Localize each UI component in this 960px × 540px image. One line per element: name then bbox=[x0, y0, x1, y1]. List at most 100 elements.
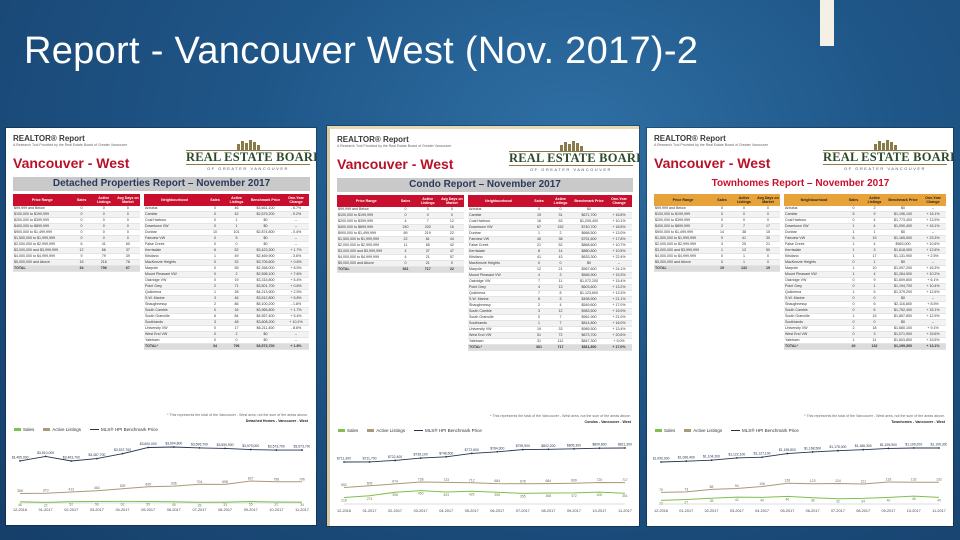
table-cell: $1,500,000 to $1,999,999 bbox=[654, 235, 712, 242]
table-cell: -- bbox=[606, 260, 632, 267]
table-row: Cambie 5 9 $1,196,100 + 16.1% bbox=[784, 211, 946, 218]
table-cell: $0 bbox=[248, 241, 283, 248]
detached-report-page: REALTOR® Report A Research Tool Provided … bbox=[6, 128, 316, 525]
benchmark-price-point bbox=[786, 452, 789, 455]
table-cell: 1 bbox=[844, 253, 863, 260]
table-cell: University VW bbox=[144, 325, 205, 332]
table-cell: - 1.8% bbox=[283, 301, 309, 308]
table-cell: Point Grey bbox=[144, 283, 205, 290]
table-cell: 0 bbox=[415, 207, 440, 213]
table-cell: 717 bbox=[549, 344, 572, 351]
table-cell: 15 bbox=[71, 259, 92, 266]
column-header: Benchmark Price bbox=[248, 194, 283, 206]
table-cell: 1 bbox=[863, 259, 886, 266]
table-cell: 0 bbox=[756, 253, 780, 260]
neighbourhood-table: Neighbourhood Sales Active Listings Benchma… bbox=[468, 195, 632, 351]
benchmark-price-point bbox=[710, 459, 713, 462]
table-cell: + 17.0% bbox=[606, 302, 632, 309]
table-cell: 76 bbox=[115, 259, 140, 266]
table-cell: 4 bbox=[863, 271, 886, 278]
table-row: S.W. Marine 6 3 $498,900 + 21.1% bbox=[468, 296, 632, 303]
table-cell: 40 bbox=[529, 236, 549, 243]
table-cell: 41 bbox=[732, 235, 756, 242]
table-row: $1,500,000 to $1,999,999 9 41 30 bbox=[654, 235, 780, 242]
table-row: Quilchena 1 5 $1,379,200 + 12.6% bbox=[784, 289, 946, 296]
legend-item: MLS® HPI Benchmark Price bbox=[90, 427, 158, 432]
chart-caption: Condos - Vancouver - West bbox=[584, 420, 631, 424]
listings-data-label: 412 bbox=[68, 488, 74, 492]
table-cell: $989,500 bbox=[572, 326, 606, 333]
listings-data-label: 133 bbox=[886, 478, 892, 482]
table-cell: $1,773,400 bbox=[886, 217, 920, 224]
table-cell: 0 bbox=[712, 253, 732, 260]
table-cell: 31 bbox=[529, 338, 549, 345]
table-cell: 10 bbox=[205, 229, 225, 236]
table-cell: MacKenzie Heights bbox=[144, 259, 205, 266]
table-cell: $99,999 and Below bbox=[13, 206, 72, 212]
table-cell: 14 bbox=[712, 229, 732, 236]
logo-subtitle: OF GREATER VANCOUVER bbox=[844, 166, 926, 171]
table-cell: + 16.8% bbox=[606, 212, 632, 219]
table-cell: 0 bbox=[415, 212, 440, 219]
table-row: Cambie 0 42 $2,679,200- 9.2% bbox=[144, 211, 309, 218]
table-cell: $3,315,800 bbox=[248, 277, 283, 284]
table-cell: $1,131,900 bbox=[886, 253, 920, 260]
listings-data-label: 94 bbox=[735, 484, 739, 488]
table-cell: Southlands bbox=[468, 320, 529, 327]
benchmark-price-line bbox=[19, 446, 302, 462]
table-cell: 6 bbox=[863, 307, 886, 314]
sales-data-label: 40 bbox=[760, 498, 764, 502]
table-cell: 200 bbox=[415, 224, 440, 231]
table-cell: West End VW bbox=[468, 332, 529, 339]
table-cell: 10 bbox=[863, 265, 886, 272]
column-header: Sales bbox=[712, 194, 732, 206]
listings-data-label: 723 bbox=[443, 478, 449, 482]
table-row: University VW 2 18 $1,680,100 + 9.1% bbox=[784, 325, 946, 332]
table-cell: + 10.4% bbox=[920, 283, 946, 290]
table-cell: $963,000 bbox=[886, 241, 920, 248]
benchmark-price-point bbox=[685, 460, 688, 463]
benchmark-price-label: $802,200 bbox=[541, 444, 555, 448]
table-row: MacKenzie Heights 0 32 $3,705,600 + 0.6% bbox=[144, 259, 309, 266]
benchmark-price-label: $711,700 bbox=[363, 456, 377, 460]
listings-series-line bbox=[660, 481, 939, 493]
column-header: Sales bbox=[529, 195, 549, 207]
table-cell: 2 bbox=[863, 206, 886, 212]
chart-footnote: * This represents the total of the Vanco… bbox=[490, 414, 631, 418]
table-row: Kitsilano 1 17 $1,131,900 + 2.5% bbox=[784, 253, 946, 260]
table-cell: + 21.0% bbox=[606, 314, 632, 321]
table-cell: + 10.7% bbox=[606, 242, 632, 249]
table-cell: 55 bbox=[225, 265, 248, 272]
table-cell: 0 bbox=[756, 259, 780, 266]
benchmark-price-point bbox=[368, 461, 371, 463]
table-cell: 0 bbox=[205, 211, 225, 218]
table-cell: 0 bbox=[529, 260, 549, 267]
legend-item: Active Listings bbox=[684, 428, 722, 433]
table-cell: 5 bbox=[844, 211, 863, 218]
table-cell: $2,000,000 to $2,999,999 bbox=[337, 242, 396, 249]
table-cell: 4 bbox=[863, 241, 886, 248]
column-header: Active Listings bbox=[863, 194, 886, 206]
table-cell: $498,900 bbox=[572, 296, 606, 303]
table-cell: $1,199,300 bbox=[886, 343, 920, 350]
table-cell: 9 bbox=[863, 211, 886, 218]
table-cell: S.W. Marine bbox=[468, 296, 529, 303]
table-cell: + 16.0% bbox=[606, 320, 632, 327]
column-header: Avg Days on Market bbox=[756, 194, 780, 206]
benchmark-price-label: $3,537,700 bbox=[114, 448, 131, 452]
table-cell: $400,000 to $899,999 bbox=[337, 224, 396, 231]
table-row: Mount Pleasant VW 4 3 $565,900 + 15.3% bbox=[468, 272, 632, 279]
table-cell: Mount Pleasant VW bbox=[784, 271, 844, 278]
table-row: Southlands 1 7 $814,800 + 16.0% bbox=[468, 320, 632, 327]
chart-footnote: * This represents the total of the Vanco… bbox=[804, 414, 945, 418]
table-cell: 0 bbox=[732, 206, 756, 212]
table-cell: 15 bbox=[529, 212, 549, 219]
table-cell: 67 bbox=[529, 224, 549, 231]
table-cell: 0 bbox=[863, 319, 886, 326]
table-cell: $200,000 to $399,999 bbox=[13, 217, 72, 224]
table-cell: $847,300 bbox=[572, 338, 606, 345]
table-row: Downtown VW 0 1 $0 -- bbox=[144, 223, 309, 230]
table-cell: 34 bbox=[71, 265, 92, 272]
column-header: Sales bbox=[71, 194, 92, 206]
column-header: Sales bbox=[205, 194, 225, 206]
